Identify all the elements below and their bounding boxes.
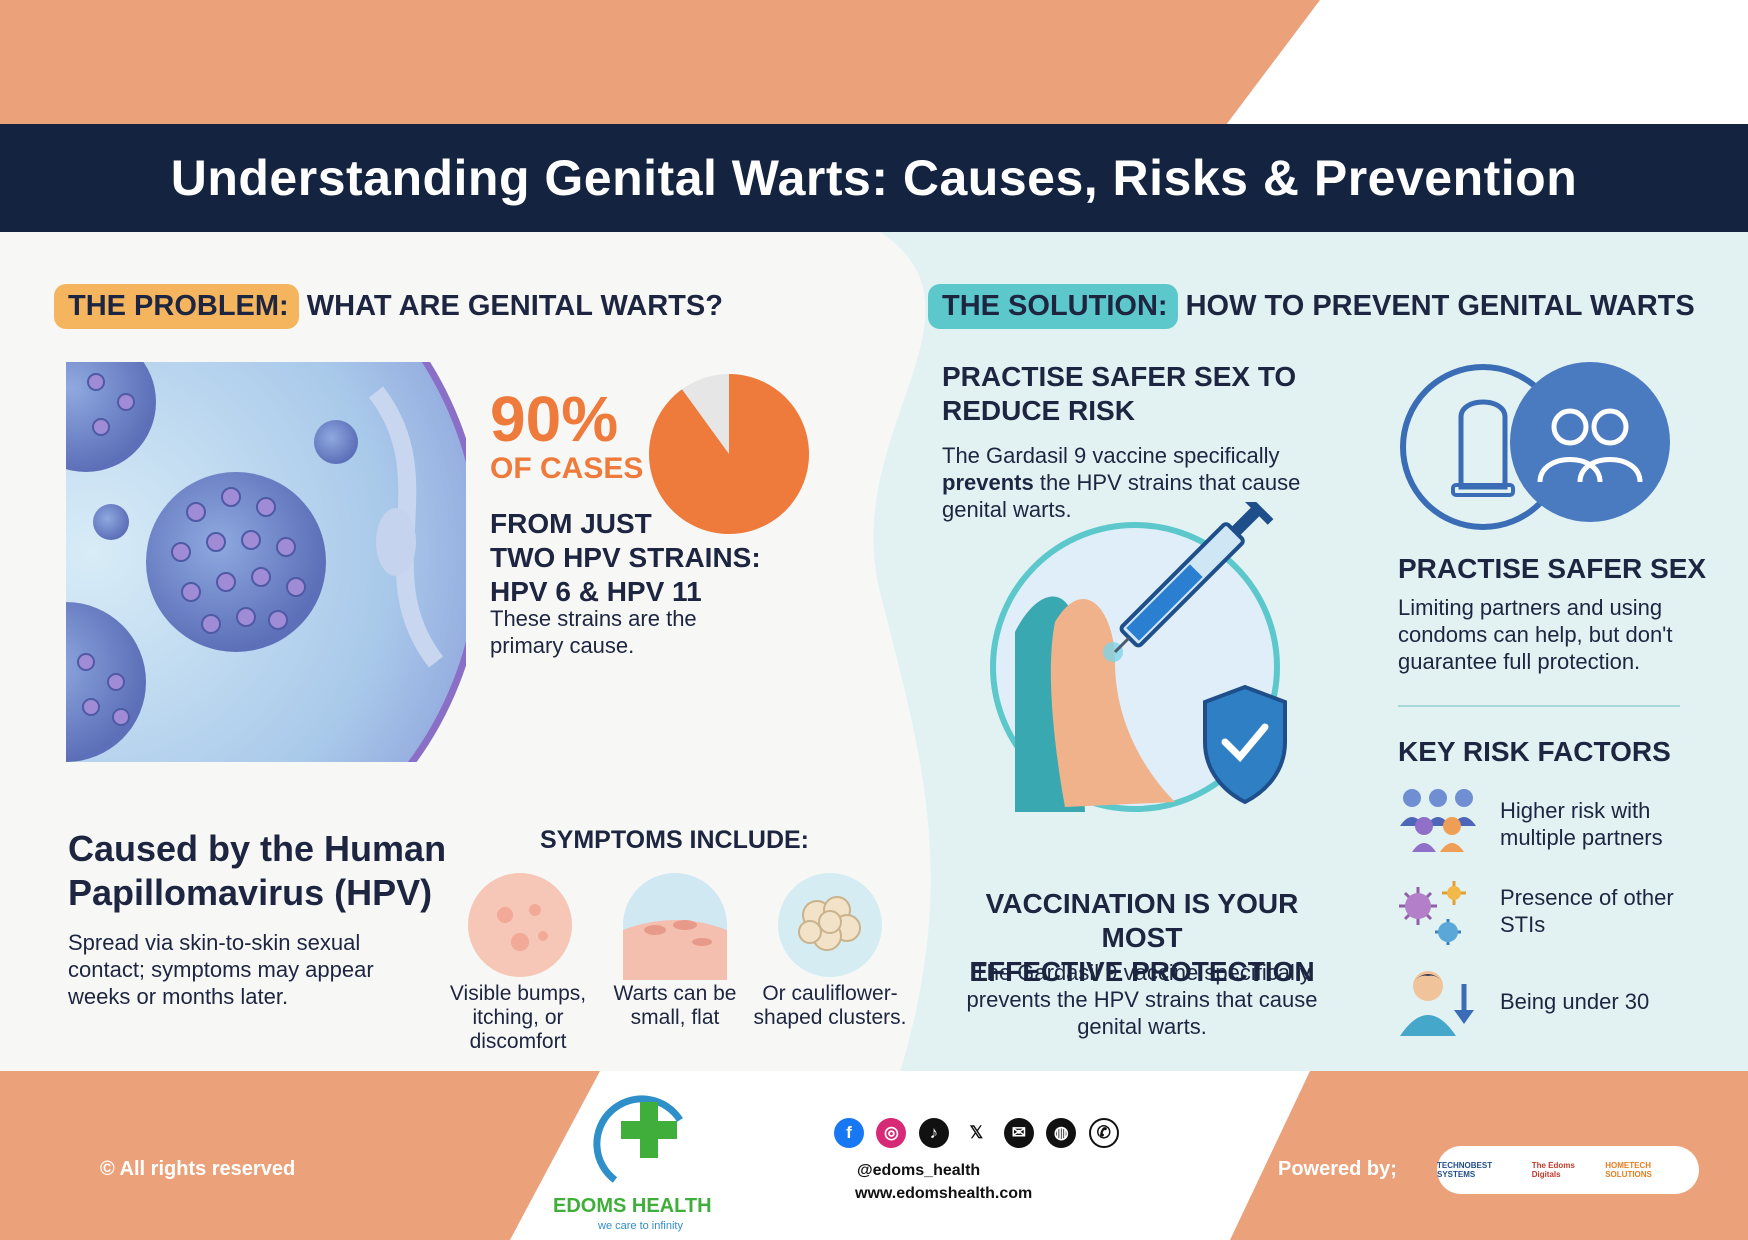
symptoms-heading: SYMPTOMS INCLUDE: (540, 826, 809, 854)
social-handle[interactable]: @edoms_health (857, 1162, 981, 1179)
sponsor-logos: TECHNOBEST SYSTEMS The Edoms Digitals HO… (1437, 1146, 1699, 1194)
brand-tagline: we care to infinity (598, 1220, 683, 1232)
sponsor-3: HOMETECH SOLUTIONS (1605, 1161, 1652, 1179)
vaccination-description: The Gardasil 9 vaccine specifically prev… (966, 960, 1318, 1039)
bumps-symptom-icon (468, 873, 572, 977)
problem-header: THE PROBLEM: WHAT ARE GENITAL WARTS? (54, 284, 723, 329)
cauliflower-cluster-icon (778, 873, 882, 977)
person-down-icon (1400, 971, 1474, 1036)
pie-slice-hpv-cases (649, 374, 809, 534)
top-banner-white-wedge (1226, 0, 1748, 125)
hpv-virus-illustration (66, 362, 466, 762)
strains-description: These strains are the primary cause. (490, 606, 697, 658)
virus-icon (1399, 881, 1466, 945)
sponsor-2: The Edoms Digitals (1531, 1161, 1575, 1179)
copyright: © All rights reserved (100, 1158, 296, 1180)
brand-name: EDOMS HEALTH (553, 1195, 712, 1217)
whatsapp-icon[interactable]: ✆ (1088, 1118, 1119, 1148)
web-icon[interactable]: ◍ (1046, 1118, 1077, 1148)
strains-line-2: TWO HPV STRAINS: (490, 542, 761, 573)
solution-header: THE SOLUTION: HOW TO PREVENT GENITAL WAR… (928, 284, 1695, 329)
website-link[interactable]: www.edomshealth.com (855, 1185, 1033, 1202)
condom-icon (1458, 399, 1508, 490)
footer-shape (510, 1071, 1310, 1240)
safer-sex-icons (1400, 362, 1670, 530)
stat-label: OF CASES (490, 452, 644, 485)
symptom-caption-3: Or cauliflower-shaped clusters. (753, 982, 907, 1029)
safer-title-line-2: REDUCE RISK (942, 395, 1135, 426)
strains-line-3: HPV 6 & HPV 11 (490, 576, 702, 607)
stat-value: 90% (490, 383, 619, 455)
strains-line-1: FROM JUST (490, 508, 652, 539)
tiktok-icon[interactable]: ♪ (918, 1118, 949, 1148)
symptom-caption-1: Visible bumps, itching, or discomfort (449, 982, 587, 1053)
problem-heading: WHAT ARE GENITAL WARTS? (306, 290, 723, 322)
sponsor-1: TECHNOBEST SYSTEMS (1437, 1161, 1493, 1179)
partners-icon (1537, 408, 1643, 483)
facebook-icon[interactable]: f (834, 1118, 864, 1148)
vacc-title-line-2: EFFECTIVE PROTECTION (969, 956, 1315, 987)
safer-title-line-1: PRACTISE SAFER SEX TO (942, 361, 1297, 392)
solution-tag: THE SOLUTION: (928, 284, 1178, 329)
practise-safer-sex-description: Limiting partners and using condoms can … (1398, 595, 1673, 674)
strains-heading: FROM JUST TWO HPV STRAINS: HPV 6 & HPV 1… (490, 507, 810, 609)
vaccine-desc-pre: The Gardasil 9 vaccine specifically (942, 443, 1280, 468)
powered-by: Powered by; (1278, 1158, 1397, 1180)
partners-circle (1510, 362, 1670, 522)
edoms-logo (593, 1095, 683, 1183)
content-area: THE PROBLEM: WHAT ARE GENITAL WARTS? (0, 232, 1748, 1072)
divider (1398, 705, 1680, 707)
cause-title-line-2: Papillomavirus (HPV) (68, 872, 433, 913)
vaccine-desc-bold: prevents (942, 470, 1034, 495)
practise-safer-sex-title: PRACTISE SAFER SEX (1398, 553, 1707, 584)
risk-factor-2: Presence of other STIs (1500, 885, 1674, 937)
cause-description: Spread via skin-to-skin sexual contact; … (68, 930, 374, 1009)
vaccination-title: VACCINATION IS YOUR MOST EFFECTIVE PROTE… (942, 887, 1342, 989)
cause-title: Caused by the Human Papillomavirus (HPV) (68, 827, 446, 915)
risk-factors-heading: KEY RISK FACTORS (1398, 736, 1671, 767)
risk-factor-1: Higher risk with multiple partners (1500, 798, 1663, 850)
cause-title-line-1: Caused by the Human (68, 828, 447, 869)
flat-warts-symptom-icon (623, 873, 727, 980)
mail-icon[interactable]: ✉ (1003, 1118, 1034, 1148)
instagram-icon[interactable]: ◎ (876, 1118, 907, 1148)
page-title: Understanding Genital Warts: Causes, Ris… (170, 150, 1578, 206)
solution-heading: HOW TO PREVENT GENITAL WARTS (1185, 290, 1695, 322)
vacc-title-line-1: VACCINATION IS YOUR MOST (985, 888, 1299, 953)
social-icons: f ◎ ♪ 𝕏 ✉ ◍ ✆ (830, 1118, 1123, 1148)
cases-pie-chart (649, 374, 809, 534)
vaccination-illustration (990, 502, 1287, 812)
x-icon[interactable]: 𝕏 (969, 1123, 984, 1142)
safer-sex-title: PRACTISE SAFER SEX TO REDUCE RISK (942, 360, 1296, 428)
group-icon (1400, 789, 1476, 852)
risk-factor-3: Being under 30 (1500, 989, 1650, 1014)
problem-tag: THE PROBLEM: (54, 284, 299, 329)
title-bar (0, 124, 1748, 232)
vaccine-desc-post: the HPV strains that cause genital warts… (942, 470, 1301, 522)
vaccine-description: The Gardasil 9 vaccine specifically prev… (942, 442, 1322, 523)
symptom-caption-2: Warts can be small, flat (613, 982, 737, 1029)
